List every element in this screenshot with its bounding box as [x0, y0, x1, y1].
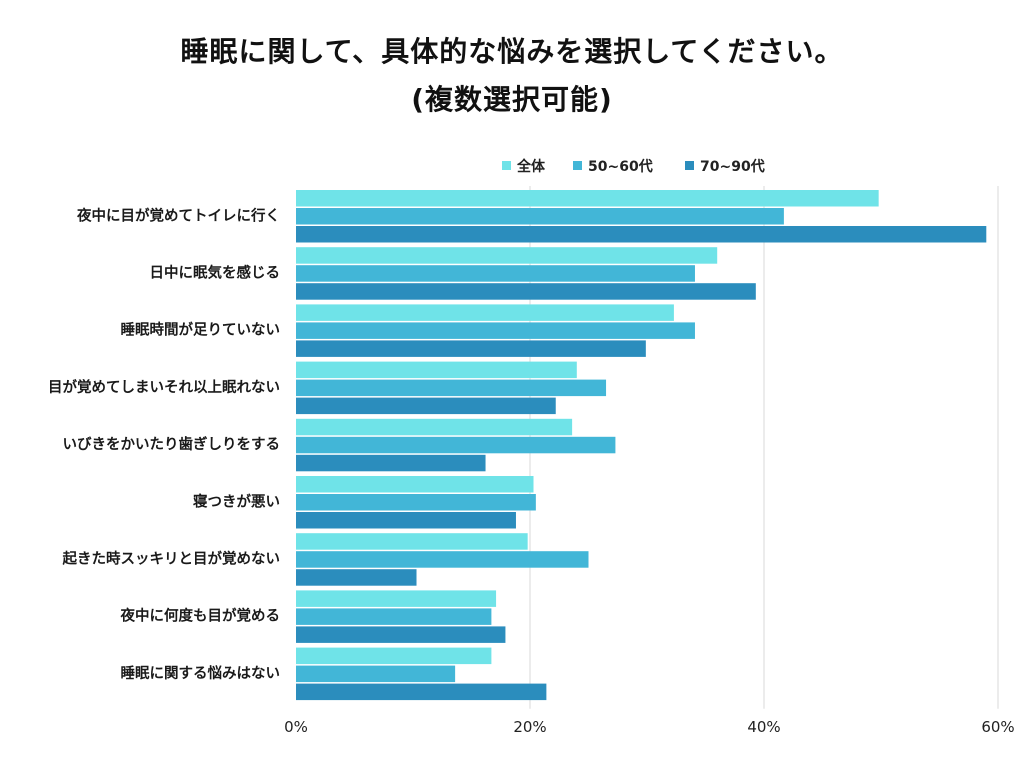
x-tick-label: 0%	[284, 718, 308, 736]
bar-1-5	[296, 418, 573, 436]
bar-2-2	[296, 265, 695, 282]
legend-swatch	[685, 161, 694, 170]
bar-3-1	[296, 226, 987, 243]
bar-2-7	[296, 551, 589, 568]
bar-2-3	[296, 322, 695, 339]
legend-swatch	[573, 161, 582, 170]
bar-1-7	[296, 533, 528, 550]
bar-1-4	[296, 361, 577, 379]
bar-1-6	[296, 476, 534, 493]
legend: 全体 50~60代 70~90代	[502, 158, 765, 175]
x-tick-label: 40%	[747, 718, 780, 736]
bar-1-8	[296, 590, 497, 607]
category-label: 起きた時スッキリと目が覚めない	[62, 549, 281, 567]
x-tick-label: 60%	[981, 718, 1014, 736]
bar-2-1	[296, 208, 784, 225]
bar-1-3	[296, 304, 674, 321]
category-label: 夜中に目が覚めてトイレに行く	[76, 206, 280, 224]
legend-label: 50~60代	[588, 158, 653, 175]
legend-swatch	[502, 161, 511, 170]
x-tick-label: 20%	[513, 718, 546, 736]
bar-3-8	[296, 626, 506, 643]
legend-label: 70~90代	[700, 158, 765, 175]
category-label: 寝つきが悪い	[193, 492, 280, 510]
bar-2-9	[296, 665, 456, 683]
bar-2-8	[296, 608, 492, 625]
category-label: 目が覚めてしまいそれ以上眠れない	[48, 378, 280, 396]
bar-3-3	[296, 340, 646, 357]
bar-1-1	[296, 190, 879, 207]
category-label: いびきをかいたり歯ぎしりをする	[63, 435, 281, 453]
x-axis-ticks: 0% 20% 40% 60%	[284, 718, 1015, 736]
bar-3-6	[296, 512, 516, 529]
chart-title-line-1: 睡眠に関して、具体的な悩みを選択してください。	[180, 35, 844, 68]
category-label: 睡眠時間が足りていない	[121, 321, 281, 339]
bar-3-4	[296, 397, 556, 415]
category-label: 睡眠に関する悩みはない	[121, 664, 281, 682]
bars	[296, 190, 987, 701]
bar-1-2	[296, 247, 718, 264]
bar-3-5	[296, 454, 486, 472]
legend-label: 全体	[516, 158, 546, 175]
category-labels: 夜中に目が覚めてトイレに行く日中に眠気を感じる睡眠時間が足りていない目が覚めてし…	[48, 206, 280, 682]
bar-2-4	[296, 379, 607, 397]
bar-3-9	[296, 683, 547, 701]
bar-3-7	[296, 569, 417, 586]
bar-1-9	[296, 647, 492, 665]
chart-title-line-2: (複数選択可能)	[411, 83, 613, 116]
bar-2-6	[296, 494, 536, 511]
category-label: 日中に眠気を感じる	[150, 263, 281, 281]
bar-2-5	[296, 436, 616, 454]
category-label: 夜中に何度も目が覚める	[120, 607, 281, 625]
bar-3-2	[296, 283, 756, 300]
